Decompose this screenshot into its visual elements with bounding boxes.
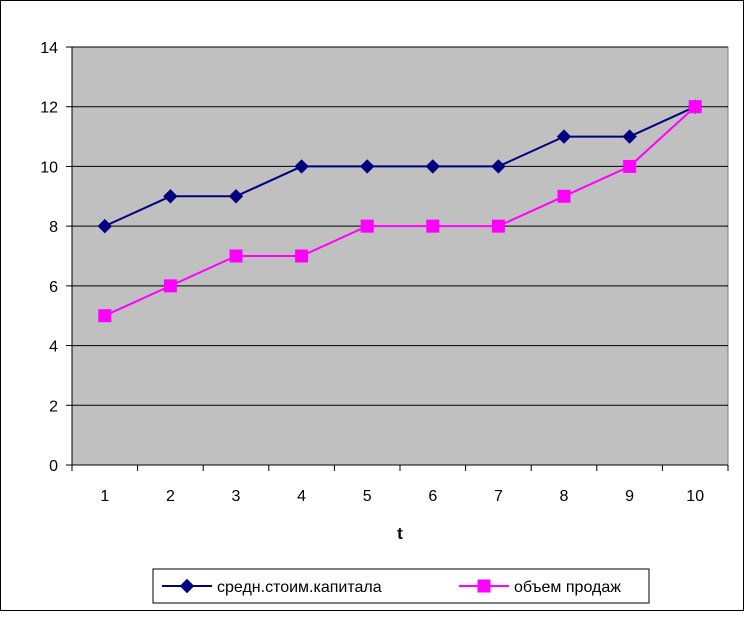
y-tick-label: 12: [40, 100, 58, 117]
data-point: [491, 219, 505, 233]
data-point: [359, 159, 375, 174]
x-tick-label: 2: [166, 488, 175, 505]
series-line: [104, 105, 696, 317]
data-point: [295, 249, 309, 263]
legend-swatch-marker: [477, 579, 491, 593]
data-point: [163, 279, 177, 293]
data-point: [360, 219, 374, 233]
legend: средн.стоим.капитала объем продаж: [152, 568, 650, 604]
y-tick-label: 0: [49, 458, 58, 475]
y-tick-label: 2: [49, 398, 58, 415]
series-line: [104, 105, 696, 228]
data-point: [228, 189, 244, 204]
series-layer: [97, 99, 703, 323]
x-tick-label: 10: [686, 488, 704, 505]
data-point: [688, 100, 702, 114]
legend-swatch-marker: [179, 578, 195, 594]
data-point: [556, 129, 572, 144]
legend-label: средн.стоим.капитала: [217, 579, 382, 596]
x-axis-title: t: [397, 524, 403, 543]
x-tick-label: 6: [428, 488, 437, 505]
data-point: [163, 189, 178, 204]
y-tick-label: 10: [40, 159, 58, 176]
x-tick-label: 9: [625, 488, 634, 505]
x-tick-label: 5: [363, 488, 372, 505]
x-tick-label: 4: [297, 488, 306, 505]
legend-label: объем продаж: [514, 579, 621, 596]
plot-area: [71, 46, 729, 466]
data-point: [97, 218, 113, 234]
legend-entry: объем продаж: [459, 579, 621, 596]
y-tick-label: 8: [49, 219, 58, 236]
y-tick-label: 6: [49, 279, 58, 296]
data-point: [622, 129, 637, 144]
legend-entry: средн.стоим.капитала: [162, 578, 382, 596]
data-point: [229, 249, 243, 263]
y-tick-label: 4: [49, 339, 58, 356]
data-point: [491, 159, 506, 174]
x-tick-label: 3: [232, 488, 241, 505]
data-point: [623, 159, 637, 173]
data-point: [557, 189, 571, 203]
data-point: [98, 309, 112, 323]
x-tick-label: 8: [560, 488, 569, 505]
data-point: [294, 159, 309, 174]
x-tick-label: 7: [494, 488, 503, 505]
legend-box: [152, 568, 650, 604]
data-point: [426, 219, 440, 233]
x-tick-label: 1: [100, 488, 109, 505]
data-point: [425, 159, 441, 174]
y-tick-label: 14: [40, 40, 58, 57]
series-2: [98, 100, 702, 323]
